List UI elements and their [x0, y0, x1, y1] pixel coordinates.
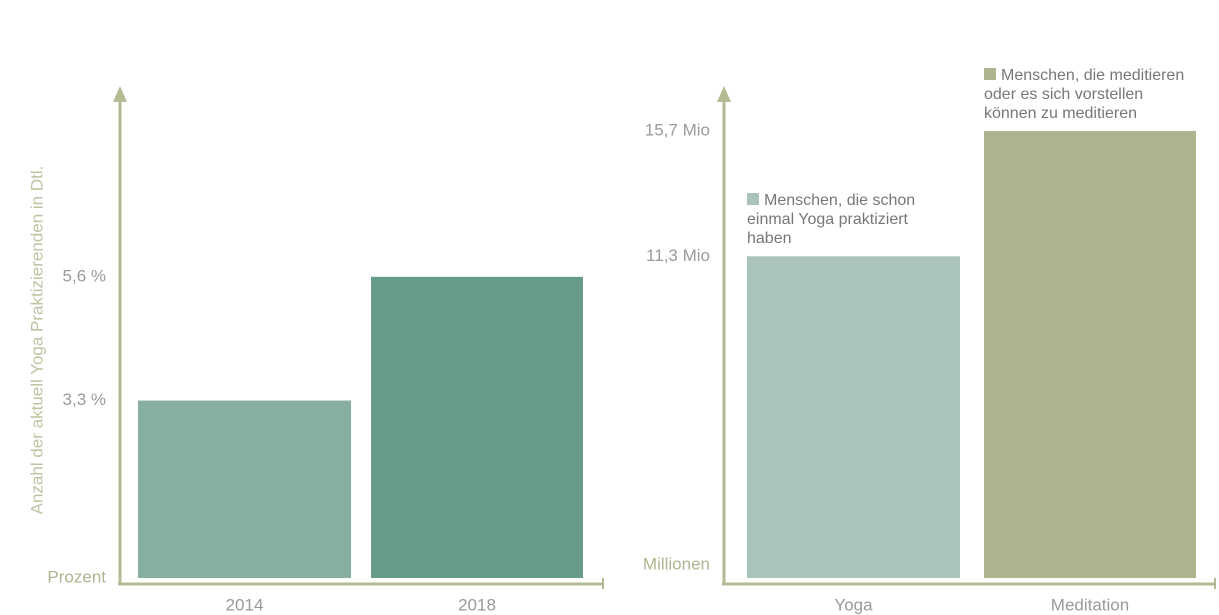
y-axis-arrow — [717, 86, 731, 102]
bar — [371, 276, 583, 578]
annotation-text: Menschen, die meditieren oder es sich vo… — [984, 67, 1185, 123]
bar-annotation: Menschen, die schon einmal Yoga praktizi… — [747, 191, 952, 248]
y-tick-label: 15,7 Mio — [645, 120, 710, 139]
bar — [984, 131, 1196, 578]
y-tick-label: 5,6 % — [63, 266, 106, 285]
x-tick-label: Meditation — [1051, 595, 1129, 614]
annotation-text: Menschen, die schon einmal Yoga praktizi… — [747, 192, 916, 248]
x-tick-label: 2018 — [458, 595, 496, 614]
bar — [138, 400, 351, 578]
x-tick-label: Yoga — [834, 595, 873, 614]
annotation-swatch — [747, 193, 759, 206]
unit-label: Millionen — [643, 554, 710, 573]
y-tick-label: 11,3 Mio — [646, 246, 710, 265]
y-axis-arrow — [113, 86, 127, 102]
x-tick-label: 2014 — [226, 595, 264, 614]
y-axis-title: Anzahl der aktuell Yoga Praktizierenden … — [27, 166, 46, 515]
y-tick-label: 3,3 % — [63, 390, 106, 409]
bar — [747, 256, 960, 578]
unit-label: Prozent — [47, 567, 106, 586]
bar-annotation: Menschen, die meditieren oder es sich vo… — [984, 66, 1189, 123]
annotation-swatch — [984, 68, 996, 81]
